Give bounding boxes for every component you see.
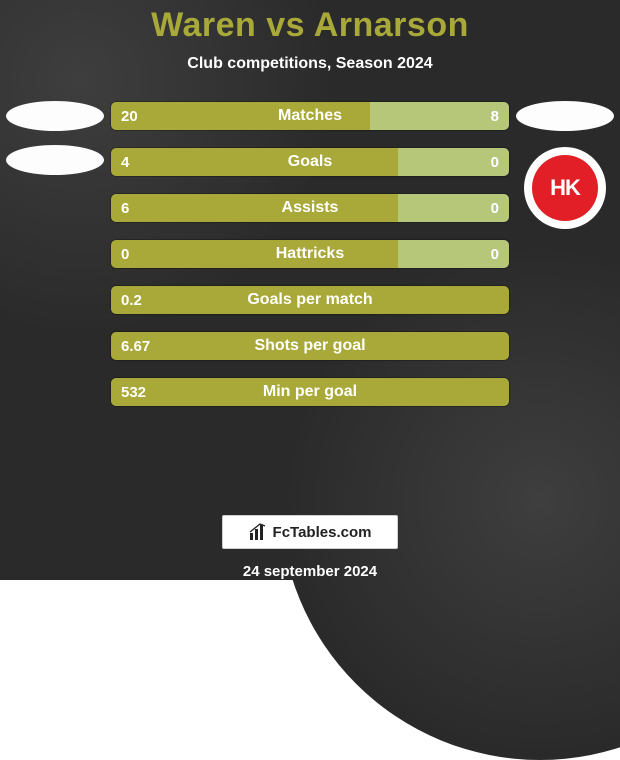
bar-right (398, 194, 509, 222)
content: Waren vs Arnarson Club competitions, Sea… (0, 0, 620, 580)
stat-rows: Matches208 Goals40 Assists60 Hattricks00 Goa… (110, 101, 510, 423)
date-text: 24 september 2024 (243, 563, 377, 580)
badge-ellipse (516, 101, 614, 131)
bar-left (111, 194, 398, 222)
branding-badge[interactable]: FcTables.com (222, 515, 398, 549)
bar-left (111, 148, 398, 176)
team-badge-right (510, 101, 620, 131)
stat-row: Goals per match0.2 (110, 285, 510, 315)
bar-right (398, 240, 509, 268)
bar-left (111, 286, 509, 314)
team-badge-left (0, 145, 110, 175)
team-badge-left (0, 101, 110, 131)
bar-left (111, 240, 398, 268)
badge-ellipse (6, 101, 104, 131)
badge-circle: HK (524, 147, 606, 229)
badge-circle-inner: HK (532, 155, 598, 221)
team-badge-right: HK (510, 147, 620, 229)
subtitle: Club competitions, Season 2024 (187, 55, 432, 73)
stat-row: Shots per goal6.67 (110, 331, 510, 361)
page-title: Waren vs Arnarson (151, 6, 469, 45)
stat-row: Matches208 (110, 101, 510, 131)
chart-area: Matches208 Goals40 Assists60 Hattricks00 Goa… (0, 101, 620, 511)
stat-row: Assists60 (110, 193, 510, 223)
stat-row: Hattricks00 (110, 239, 510, 269)
stat-row: Goals40 (110, 147, 510, 177)
branding-text: FcTables.com (273, 524, 372, 541)
bar-left (111, 378, 509, 406)
badge-ellipse (6, 145, 104, 175)
bar-right (398, 148, 509, 176)
chart-icon (249, 523, 267, 541)
bar-left (111, 332, 509, 360)
stat-row: Min per goal532 (110, 377, 510, 407)
bar-left (111, 102, 370, 130)
bar-right (370, 102, 509, 130)
